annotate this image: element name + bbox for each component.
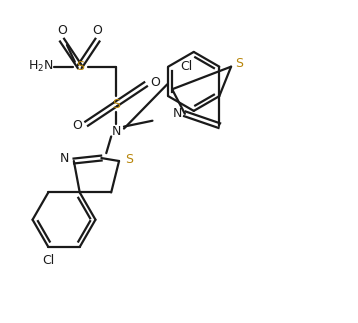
Text: O: O [92, 24, 102, 37]
Text: N: N [172, 107, 182, 120]
Text: Cl: Cl [180, 60, 192, 73]
Text: S: S [235, 57, 243, 70]
Text: H$_2$N: H$_2$N [28, 59, 53, 74]
Text: S: S [125, 152, 133, 166]
Text: S: S [112, 98, 120, 110]
Text: N: N [111, 125, 121, 138]
Text: O: O [57, 24, 67, 37]
Text: Cl: Cl [42, 254, 54, 267]
Text: N: N [59, 151, 69, 164]
Text: O: O [72, 119, 82, 132]
Text: S: S [76, 60, 84, 73]
Text: O: O [150, 76, 160, 89]
